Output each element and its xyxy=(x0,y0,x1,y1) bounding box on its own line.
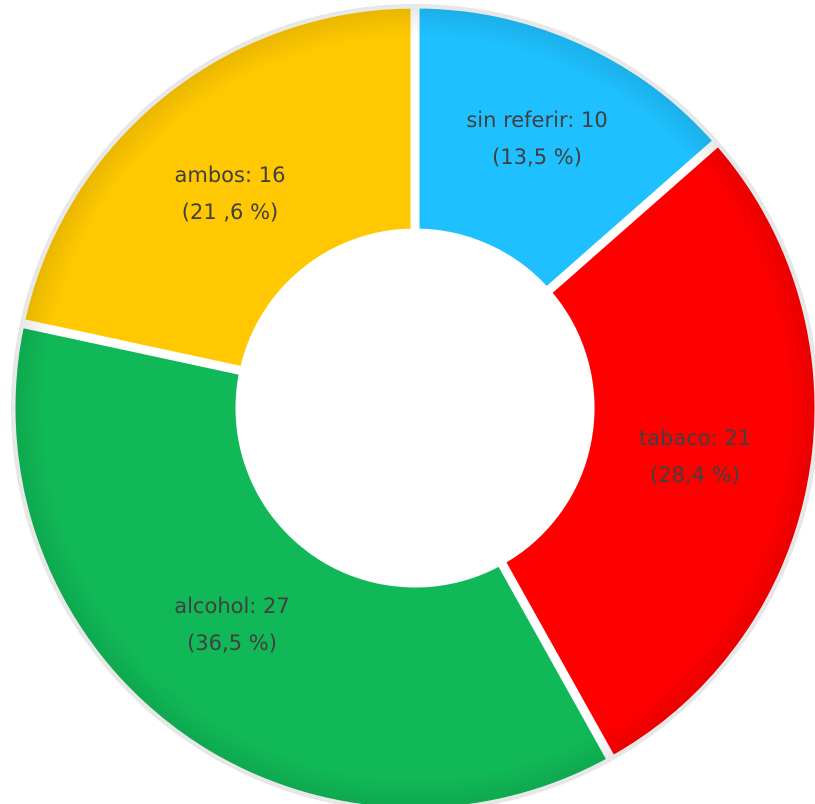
slice-ambos xyxy=(14,0,420,377)
data-label-value: tabaco: 21 xyxy=(639,426,751,450)
data-label-value: sin referir: 10 xyxy=(466,108,607,132)
data-label-value: ambos: 16 xyxy=(175,163,286,187)
data-label-percent: (28,4 %) xyxy=(650,463,740,487)
donut-labels: sin referir: 10 (13,5 %) tabaco: 21 (28,4 %… xyxy=(174,108,751,655)
data-label-percent: (21 ,6 %) xyxy=(182,200,278,224)
data-label-value: alcohol: 27 xyxy=(174,594,290,618)
donut-slices xyxy=(6,0,815,804)
data-label-percent: (13,5 %) xyxy=(492,145,582,169)
data-label-percent: (36,5 %) xyxy=(187,631,277,655)
